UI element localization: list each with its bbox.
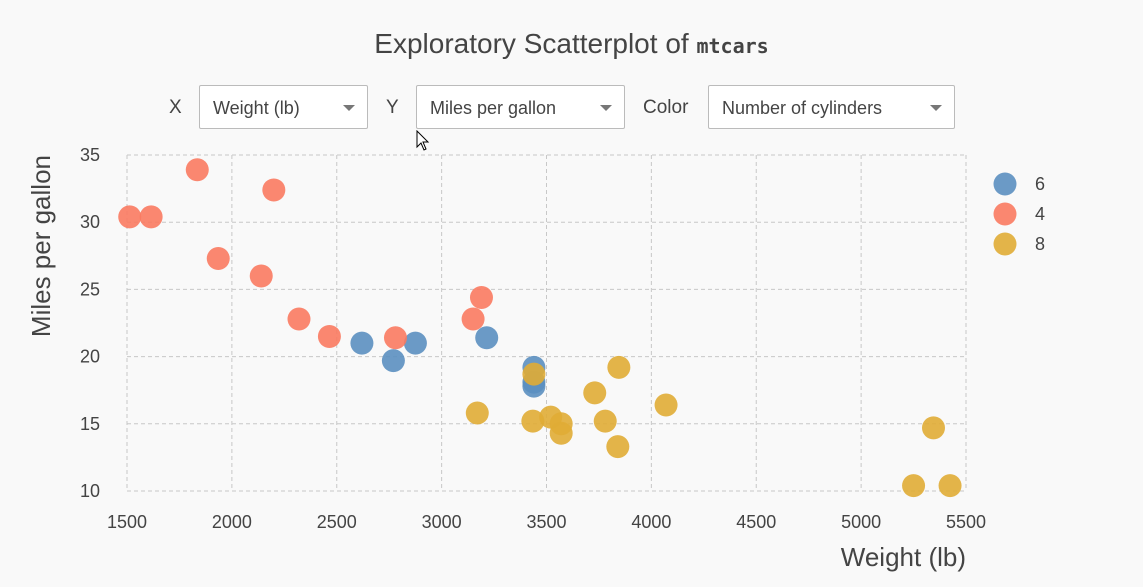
data-point-cyl-4[interactable]	[249, 264, 273, 288]
data-point-cyl-8[interactable]	[583, 381, 607, 405]
color-control-label: Color	[643, 97, 689, 118]
y-tick-label: 15	[80, 414, 100, 434]
data-point-cyl-6[interactable]	[475, 326, 499, 350]
data-point-cyl-6[interactable]	[381, 349, 405, 373]
data-point-cyl-4[interactable]	[206, 246, 230, 270]
data-point-cyl-4[interactable]	[262, 178, 286, 202]
legend-swatch	[993, 232, 1017, 256]
y-control-label: Y	[386, 97, 399, 118]
dataset-name: mtcars	[696, 34, 769, 58]
data-point-cyl-4[interactable]	[118, 205, 142, 229]
y-axis-label: Miles per gallon	[26, 155, 56, 337]
chevron-down-icon	[343, 105, 355, 111]
x-tick-label: 1500	[107, 512, 147, 532]
x-tick-label: 3500	[526, 512, 566, 532]
chart-title: Exploratory Scatterplot of mtcars	[374, 28, 769, 59]
y-variable-select[interactable]: Miles per gallon	[416, 85, 625, 129]
y-variable-value: Miles per gallon	[430, 98, 557, 118]
legend-label: 8	[1035, 234, 1045, 254]
data-point-cyl-4[interactable]	[461, 307, 485, 331]
legend-label: 4	[1035, 204, 1045, 224]
data-point-cyl-8[interactable]	[593, 409, 617, 433]
data-point-cyl-8[interactable]	[938, 474, 962, 498]
x-tick-label: 2500	[317, 512, 357, 532]
data-point-cyl-8[interactable]	[549, 412, 573, 436]
data-point-cyl-8[interactable]	[921, 416, 945, 440]
data-point-cyl-4[interactable]	[383, 326, 407, 350]
data-point-cyl-4[interactable]	[287, 307, 311, 331]
data-point-cyl-4[interactable]	[185, 158, 209, 182]
chevron-down-icon	[600, 105, 612, 111]
y-tick-label: 10	[80, 481, 100, 501]
legend-label: 6	[1035, 174, 1045, 194]
data-point-cyl-8[interactable]	[654, 393, 678, 417]
chevron-down-icon	[930, 105, 942, 111]
data-point-cyl-6[interactable]	[350, 331, 374, 355]
color-variable-value: Number of cylinders	[722, 98, 883, 118]
x-tick-label: 3000	[422, 512, 462, 532]
data-point-cyl-6[interactable]	[403, 331, 427, 355]
x-tick-label: 4500	[736, 512, 776, 532]
y-tick-label: 20	[80, 347, 100, 367]
data-point-cyl-4[interactable]	[139, 205, 163, 229]
x-variable-value: Weight (lb)	[213, 98, 300, 118]
mouse-cursor-icon	[416, 130, 430, 151]
data-point-cyl-4[interactable]	[317, 324, 341, 348]
x-variable-select[interactable]: Weight (lb)	[199, 85, 368, 129]
x-control-label: X	[169, 97, 182, 118]
y-tick-label: 25	[80, 279, 100, 299]
color-variable-select[interactable]: Number of cylinders	[708, 85, 955, 129]
x-tick-label: 5000	[841, 512, 881, 532]
y-tick-label: 35	[80, 145, 100, 165]
data-point-cyl-8[interactable]	[522, 362, 546, 386]
x-tick-label: 2000	[212, 512, 252, 532]
data-point-cyl-4[interactable]	[469, 285, 493, 309]
y-tick-label: 30	[80, 212, 100, 232]
x-tick-label: 5500	[946, 512, 986, 532]
data-point-cyl-8[interactable]	[521, 409, 545, 433]
data-point-cyl-8[interactable]	[902, 474, 926, 498]
data-point-cyl-8[interactable]	[606, 435, 630, 459]
data-point-cyl-8[interactable]	[465, 401, 489, 425]
legend-swatch	[993, 172, 1017, 196]
x-axis-label: Weight (lb)	[841, 542, 966, 572]
legend-swatch	[993, 202, 1017, 226]
x-tick-label: 4000	[631, 512, 671, 532]
data-point-cyl-8[interactable]	[607, 355, 631, 379]
